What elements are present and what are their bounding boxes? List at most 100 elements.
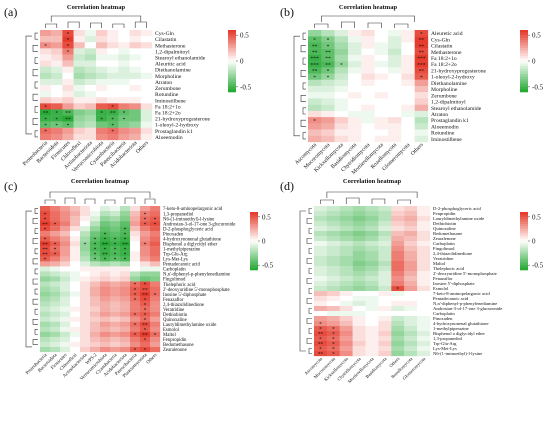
row-label: 1,3-propanediol xyxy=(433,336,463,342)
colorbar-tick-label: 0 xyxy=(532,238,536,246)
heatmap-cell xyxy=(150,256,161,262)
heatmap-cell xyxy=(365,341,379,347)
heatmap-cell xyxy=(80,211,91,217)
heatmap-cell xyxy=(62,103,74,110)
heatmap-cell xyxy=(417,316,431,322)
heatmap-cell xyxy=(374,79,389,87)
heatmap-cell xyxy=(391,221,405,227)
heatmap-cell xyxy=(308,73,322,80)
heatmap-cell xyxy=(40,121,52,128)
heatmap-cell xyxy=(365,251,379,257)
heatmap-cell xyxy=(73,133,85,141)
heatmap-cell xyxy=(414,98,429,105)
heatmap-cell xyxy=(90,266,101,272)
heatmap-cell xyxy=(120,281,131,287)
row-label: Inosine 5'-diphosphate xyxy=(163,293,206,298)
heatmap-cell xyxy=(120,236,131,242)
heatmap-cell xyxy=(401,86,415,93)
heatmap-cell xyxy=(140,276,151,282)
colorbar-swatch xyxy=(228,45,236,49)
row-label: Lauryldimethylamine oxide xyxy=(163,323,216,328)
heatmap-cell xyxy=(388,104,402,112)
heatmap-cell xyxy=(100,231,111,237)
heatmap-cell xyxy=(361,92,375,99)
heatmap-cell xyxy=(314,301,328,307)
heatmap-cell xyxy=(365,266,379,272)
heatmap-cell xyxy=(314,291,328,297)
heatmap-cell xyxy=(374,92,389,99)
heatmap-cell xyxy=(378,316,392,322)
heatmap-cell xyxy=(314,306,328,312)
heatmap-cell xyxy=(120,231,131,237)
row-label: 1-methylpiperazine xyxy=(163,248,200,253)
heatmap-cell xyxy=(120,221,131,227)
colorbar-swatch xyxy=(520,231,528,235)
heatmap-cell xyxy=(84,48,97,55)
heatmap-cell xyxy=(326,246,340,252)
heatmap-cell xyxy=(401,98,415,105)
heatmap-cell xyxy=(150,341,161,348)
heatmap-cell xyxy=(80,281,91,287)
heatmap-cell xyxy=(100,326,111,333)
significance-mark: * xyxy=(340,62,343,68)
heatmap-cell xyxy=(100,256,111,262)
heatmap-cell xyxy=(314,281,328,287)
heatmap-cell xyxy=(40,48,52,55)
significance-mark: * xyxy=(44,212,47,218)
heatmap-cell xyxy=(100,266,111,272)
row-label: Pinoxaden xyxy=(163,232,184,237)
heatmap-cell xyxy=(62,66,74,73)
significance-mark: ** xyxy=(312,50,318,56)
colorbar-tick-label: 0.5 xyxy=(532,213,541,221)
heatmap-cell xyxy=(326,231,340,237)
heatmap-cell xyxy=(391,251,405,257)
significance-mark: * xyxy=(144,297,147,303)
heatmap-cell xyxy=(334,73,349,80)
heatmap-cell xyxy=(90,326,101,333)
heatmap-cell xyxy=(365,221,379,227)
heatmap-cell xyxy=(401,67,415,74)
heatmap-cell xyxy=(334,67,349,74)
heatmap-cell xyxy=(391,206,405,212)
column-dendrogram xyxy=(314,15,415,28)
heatmap-cell xyxy=(40,246,51,252)
heatmap-cell xyxy=(314,296,328,302)
heatmap-cell xyxy=(130,316,141,322)
colorbar-swatch xyxy=(520,63,528,67)
heatmap-cell xyxy=(120,286,131,292)
heatmap-cell xyxy=(73,60,85,67)
row-label: Diethanolamine xyxy=(431,81,467,87)
significance-mark: *** xyxy=(311,56,320,62)
heatmap-cell xyxy=(401,73,415,80)
heatmap-cell xyxy=(361,79,375,87)
heatmap-cell xyxy=(40,231,51,237)
significance-mark: * xyxy=(84,242,87,248)
heatmap-cell xyxy=(130,216,141,222)
heatmap-cell xyxy=(96,121,108,128)
heatmap-cell xyxy=(365,321,379,327)
colorbar-swatch xyxy=(520,262,528,266)
heatmap-cell xyxy=(60,231,71,237)
heatmap-cell xyxy=(110,341,121,348)
heatmap-cell xyxy=(391,261,405,267)
row-label: 1,3-propanediol xyxy=(163,212,194,217)
heatmap-cell xyxy=(50,231,61,237)
heatmap-cell xyxy=(321,36,335,43)
column-dendrogram xyxy=(320,191,418,204)
significance-mark: * xyxy=(44,227,47,233)
row-label: Aleuritic acid xyxy=(155,62,186,68)
heatmap-cell xyxy=(391,351,405,357)
heatmap-cell xyxy=(90,301,101,307)
colorbar-swatch xyxy=(520,216,528,220)
heatmap-cell xyxy=(84,42,97,49)
heatmap-cell xyxy=(150,331,161,338)
heatmap-cell xyxy=(339,351,353,357)
colorbar-swatch xyxy=(250,267,258,271)
heatmap-cell xyxy=(404,306,418,312)
heatmap-cell xyxy=(339,261,353,267)
heatmap-cell xyxy=(50,256,61,262)
significance-mark: * xyxy=(94,242,97,248)
heatmap-cell xyxy=(96,127,108,135)
heatmap-cell xyxy=(51,48,63,55)
heatmap-cell xyxy=(50,236,61,242)
